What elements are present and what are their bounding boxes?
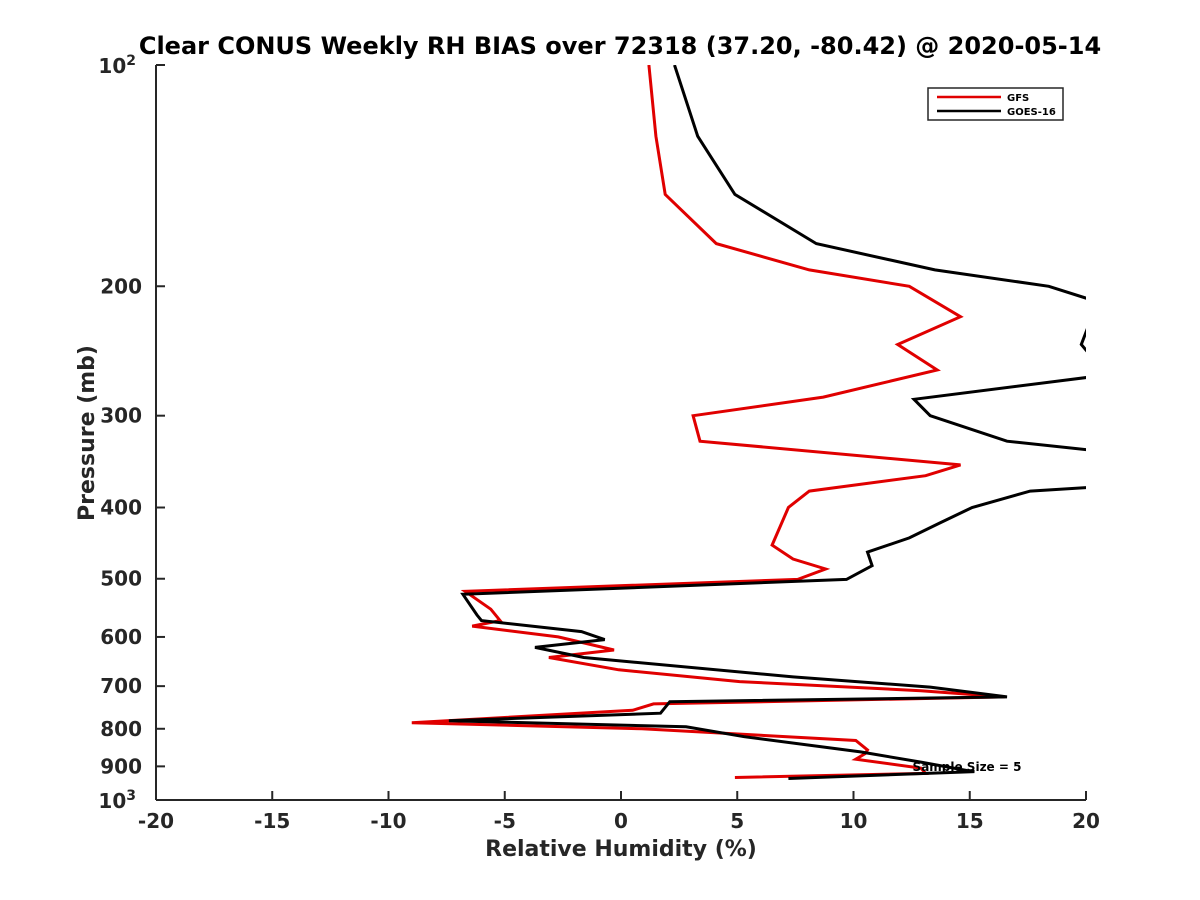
- x-tick-label: -5: [494, 809, 516, 833]
- series-line-gfs: [411, 65, 1005, 779]
- legend: GFS GOES-16: [927, 87, 1064, 121]
- legend-box: [927, 87, 1064, 121]
- y-tick-label: 600: [100, 625, 142, 649]
- y-tick-exponent: 3: [126, 788, 136, 804]
- x-axis-label: Relative Humidity (%): [485, 837, 757, 862]
- y-tick-label: 500: [100, 567, 142, 591]
- y-tick-base: 10: [98, 789, 126, 813]
- x-tick-label: -10: [370, 809, 406, 833]
- series-layer: [411, 65, 1086, 780]
- y-axis-label: Pressure (mb): [75, 345, 100, 521]
- plot-area: [156, 65, 1086, 800]
- x-tick-label: 20: [1072, 809, 1100, 833]
- x-ticks: -20 -15 -10 -5 0 5 10 15 20: [138, 791, 1100, 833]
- x-tick-label: -15: [254, 809, 290, 833]
- y-tick-label: 300: [100, 404, 142, 428]
- y-tick-label: 700: [100, 674, 142, 698]
- y-tick-label: 400: [100, 496, 142, 520]
- x-tick-label: 10: [840, 809, 868, 833]
- x-tick-label: 0: [614, 809, 628, 833]
- y-tick-base: 10: [98, 54, 126, 78]
- y-tick-label: 200: [100, 274, 142, 298]
- plot-background: [156, 65, 1086, 800]
- y-tick-label: 102: [98, 53, 136, 78]
- x-tick-label: -20: [138, 809, 174, 833]
- y-tick-label: 103: [98, 788, 136, 813]
- x-tick-label: 15: [956, 809, 984, 833]
- axes-layer: -20 -15 -10 -5 0 5 10 15 20 10220030040050060070…: [98, 53, 1100, 833]
- y-tick-label: 800: [100, 717, 142, 741]
- y-tick-exponent: 2: [126, 53, 136, 69]
- series-line-goes16: [448, 65, 1086, 780]
- legend-label-goes16: GOES-16: [1007, 107, 1056, 118]
- y-tick-label: 900: [100, 754, 142, 778]
- sample-size-annotation: Sample Size = 5: [913, 760, 1022, 774]
- chart-title: Clear CONUS Weekly RH BIAS over 72318 (3…: [139, 32, 1101, 60]
- legend-label-gfs: GFS: [1007, 93, 1029, 104]
- x-tick-label: 5: [730, 809, 744, 833]
